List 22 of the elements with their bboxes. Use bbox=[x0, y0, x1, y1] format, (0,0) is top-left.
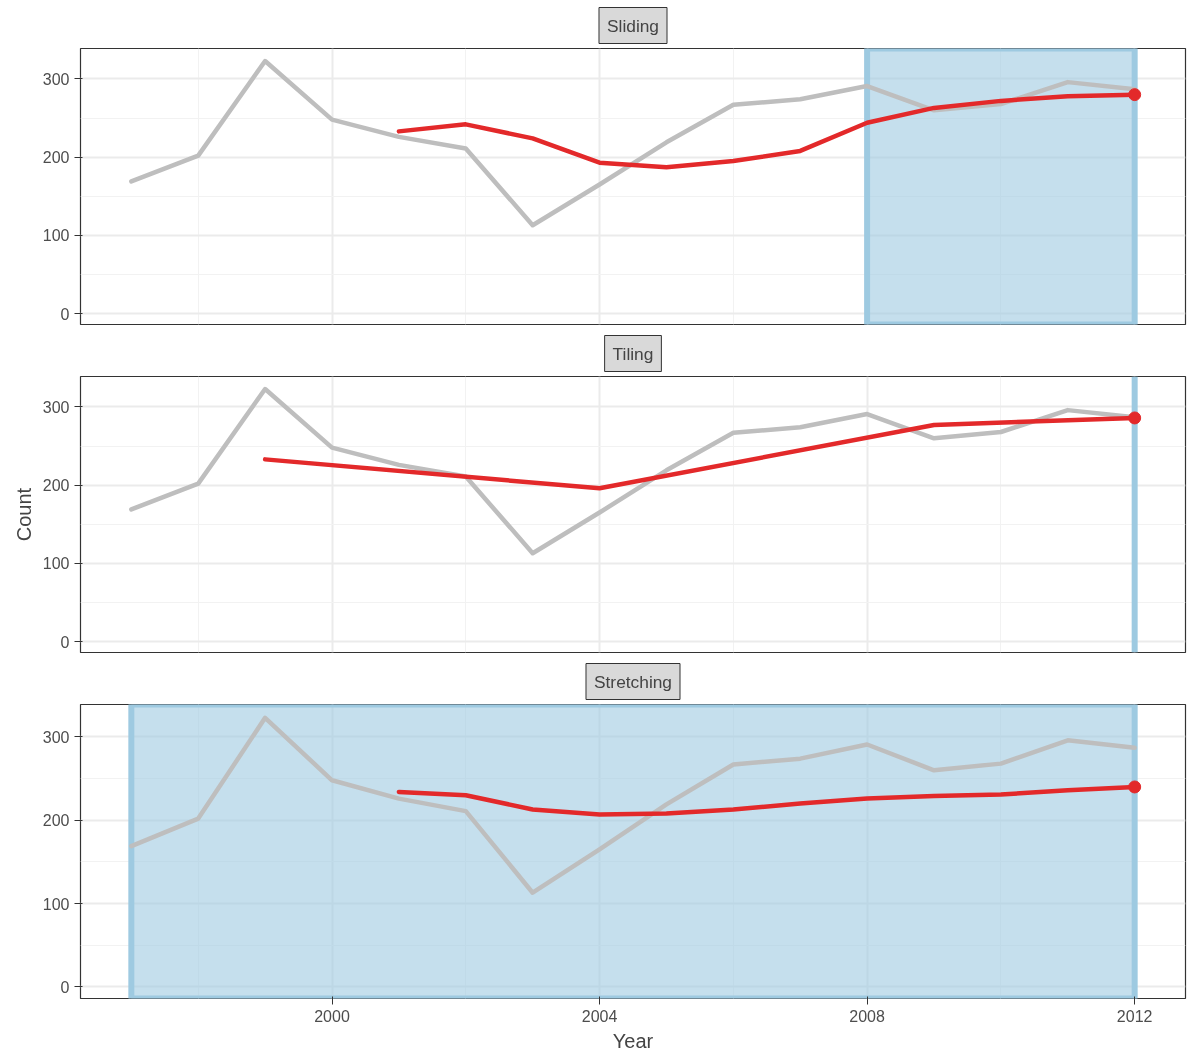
y-tick-label: 0 bbox=[60, 305, 70, 323]
y-tick-label: 300 bbox=[42, 398, 70, 416]
x-tick-label: 2000 bbox=[314, 1007, 350, 1025]
x-tick-label: 2012 bbox=[1116, 1007, 1153, 1025]
chart-title: Tiling bbox=[612, 343, 654, 364]
y-tick-label: 100 bbox=[42, 555, 70, 573]
y-tick-label: 200 bbox=[42, 477, 70, 495]
chart-title: Sliding bbox=[606, 15, 660, 36]
y-axis-title: Count bbox=[12, 487, 35, 542]
x-tick-label: 2004 bbox=[581, 1007, 618, 1025]
y-tick-label: 200 bbox=[42, 149, 70, 167]
chart-title: Stretching bbox=[593, 671, 673, 692]
y-tick-label: 300 bbox=[42, 70, 70, 88]
y-tick-label: 0 bbox=[60, 978, 70, 996]
line-series bbox=[129, 715, 1137, 895]
x-tick-label: 2008 bbox=[849, 1007, 886, 1025]
x-axis-title: Year bbox=[612, 1029, 654, 1050]
y-tick-label: 0 bbox=[60, 633, 70, 651]
y-tick-label: 100 bbox=[42, 895, 70, 913]
y-tick-label: 300 bbox=[42, 728, 70, 746]
y-tick-label: 200 bbox=[42, 812, 70, 830]
y-tick-label: 100 bbox=[42, 227, 70, 245]
